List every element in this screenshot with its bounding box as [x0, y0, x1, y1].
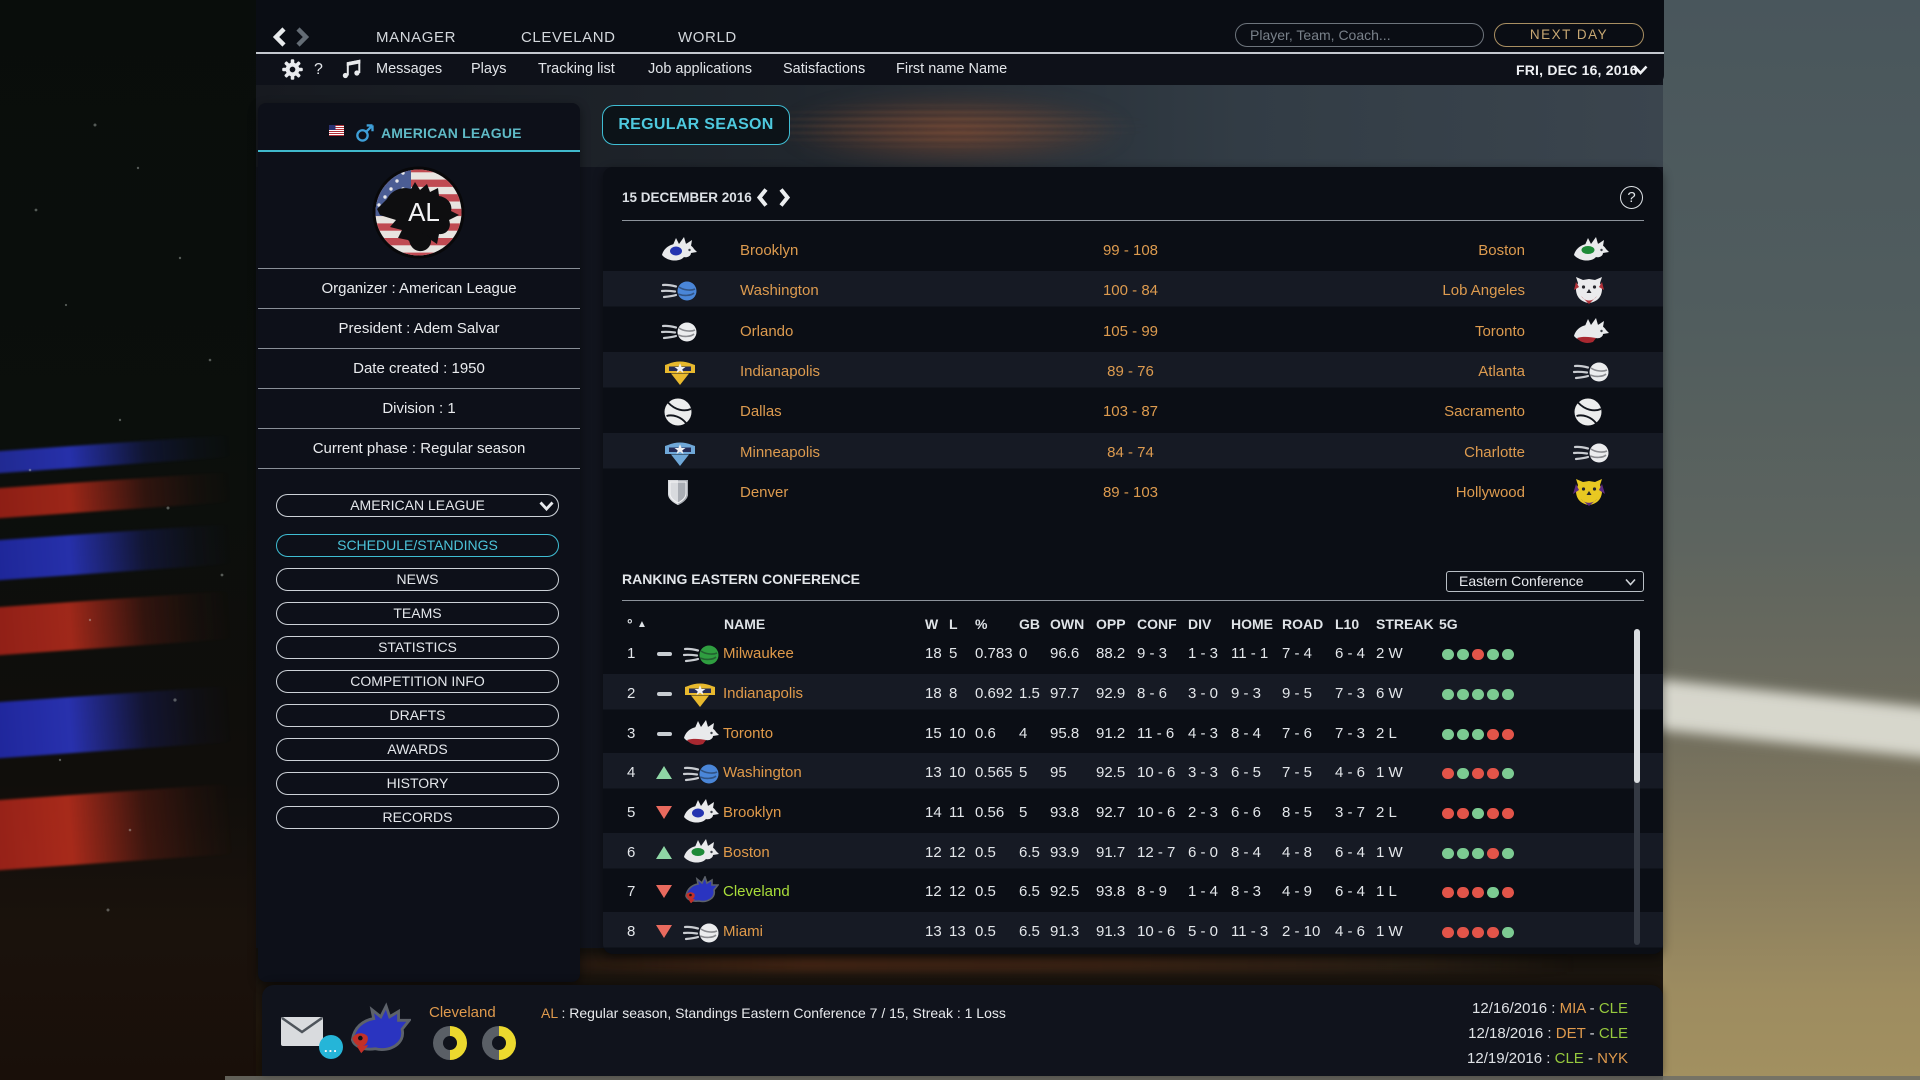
svg-text:AL: AL: [408, 197, 440, 227]
